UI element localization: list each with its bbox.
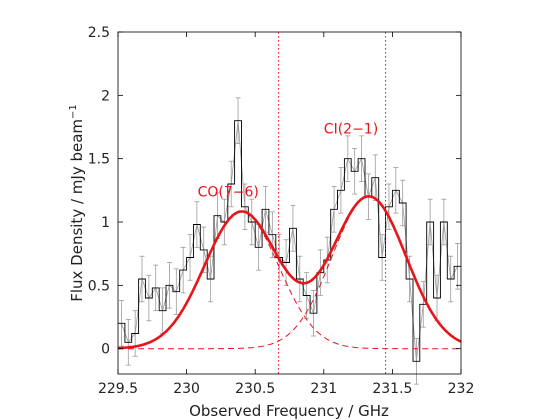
y-tick-label: 2	[101, 88, 110, 104]
y-tick-label: 0.5	[88, 278, 110, 294]
y-tick-label: 0	[101, 342, 110, 358]
line-annotation: CO(7−6)	[198, 185, 259, 201]
y-tick-label: 2.5	[88, 25, 110, 41]
plot-area: CO(7−6) CI(2−1)	[117, 32, 462, 385]
y-axis-label: Flux Density / mJy beam−1	[68, 104, 86, 302]
x-tick-label: 229.5	[98, 381, 138, 397]
x-axis-label: Observed Frequency / GHz	[189, 402, 389, 420]
x-tick-label: 231	[310, 381, 337, 397]
step-histogram	[117, 120, 461, 362]
x-tick-label: 230.5	[235, 381, 275, 397]
x-tick-label: 231.5	[372, 381, 412, 397]
axis-ticks: 229.5 230 230.5 231 231.5 232 0 0.5 1 1.5 2 2.5	[88, 25, 475, 397]
x-tick-label: 230	[173, 381, 200, 397]
x-tick-label: 232	[448, 381, 475, 397]
y-axis-label-superscript: −1	[68, 104, 79, 119]
y-tick-label: 1	[101, 215, 110, 231]
y-tick-label: 1.5	[88, 152, 110, 168]
line-annotation: CI(2−1)	[324, 121, 378, 137]
fit-total-curve	[118, 194, 462, 350]
y-axis-label-main: Flux Density / mJy beam	[68, 119, 86, 302]
plot-frame	[117, 31, 462, 375]
